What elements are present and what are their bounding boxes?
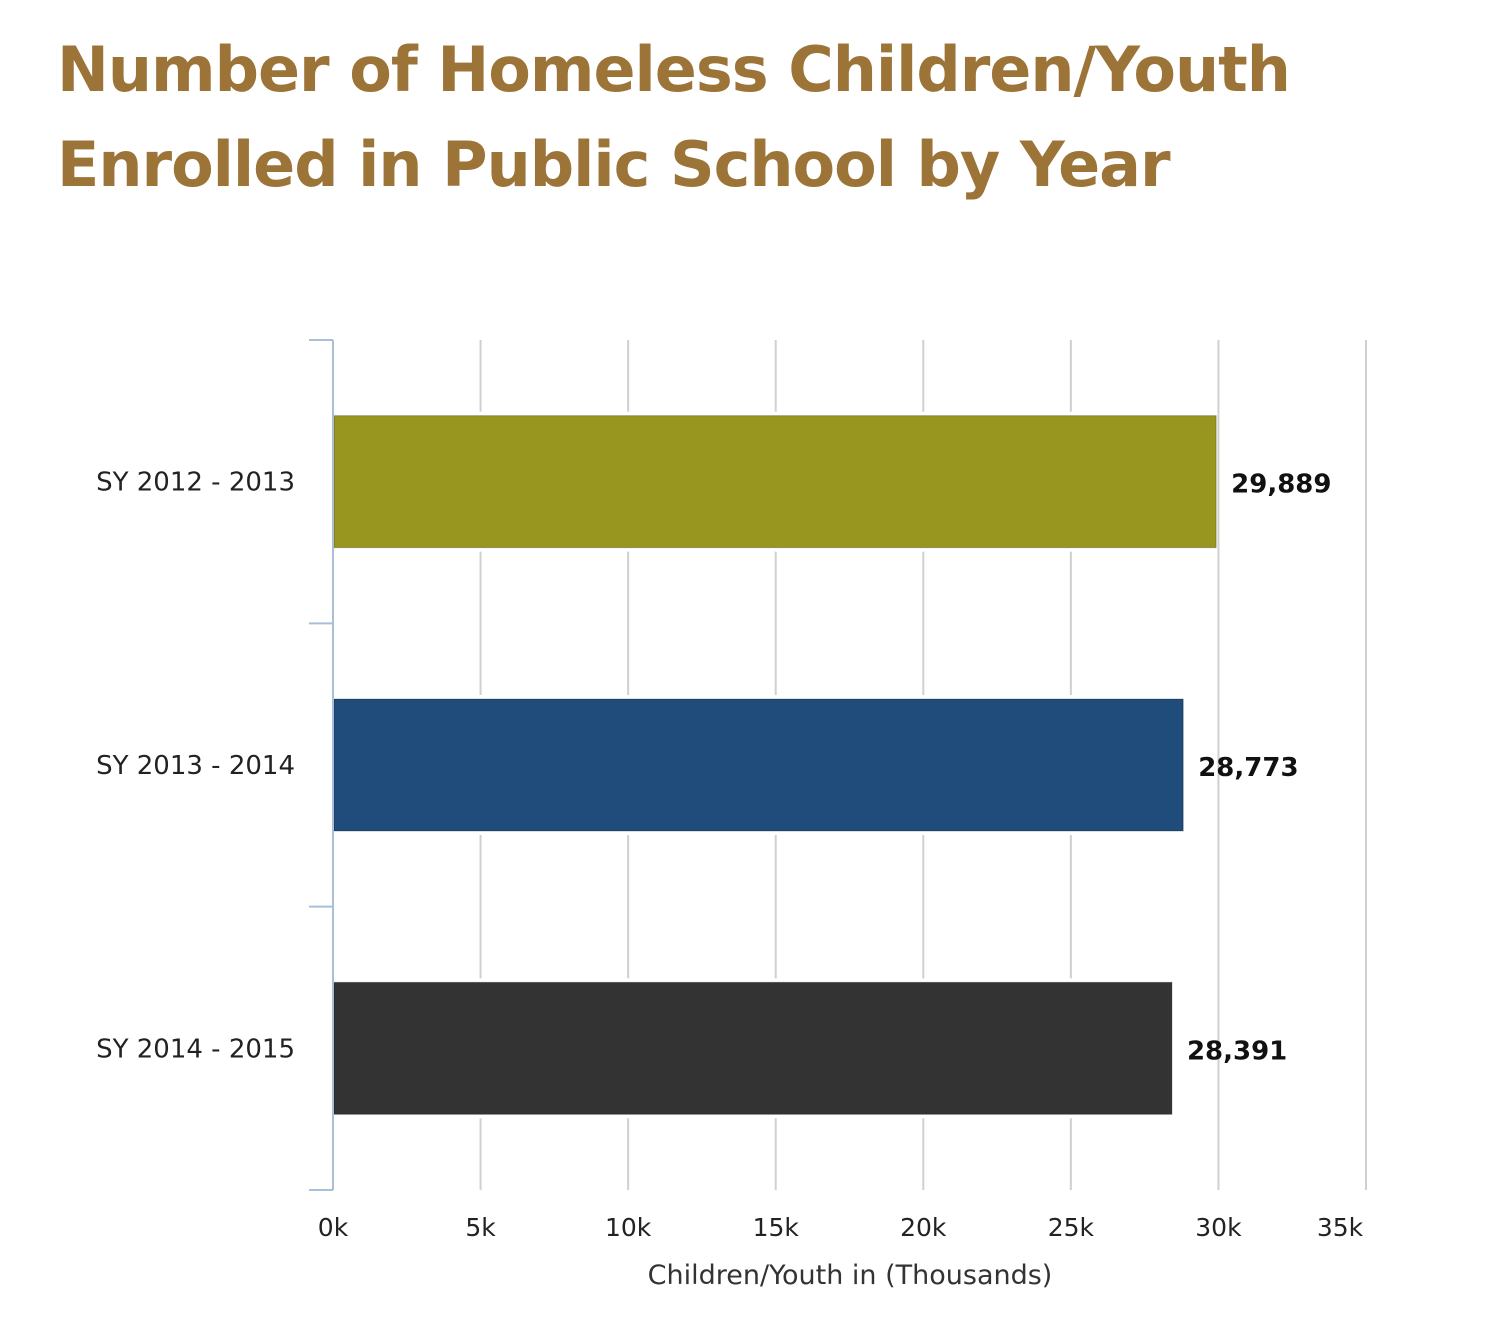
data-label: 29,889 [1231,470,1331,500]
data-label: 28,391 [1187,1036,1287,1066]
x-tick-label: 10k [605,1213,652,1242]
bar [333,698,1184,832]
category-label: SY 2013 - 2014 [96,751,295,781]
x-tick-label: 30k [1195,1213,1242,1242]
x-tick-label: 35k [1317,1213,1364,1242]
chart-title: Number of Homeless Children/Youth Enroll… [57,22,1457,212]
x-tick-label: 25k [1048,1213,1095,1242]
labels: 0k 5k 10k 15k 20k 25k 30k 35k SY 2012 - 2013 29,8… [96,468,1364,1242]
data-label: 28,773 [1198,753,1298,783]
x-tick-label: 15k [753,1213,800,1242]
chart-title-line-1: Number of Homeless Children/Youth [57,33,1291,106]
category-label: SY 2012 - 2013 [96,468,295,498]
x-tick-label: 5k [465,1213,496,1242]
bar [333,981,1173,1115]
y-axis [309,339,334,1191]
category-label: SY 2014 - 2015 [96,1034,295,1064]
x-tick-label: 0k [318,1213,349,1242]
bars [333,411,1218,1119]
chart-title-line-2: Enrolled in Public School by Year [57,128,1171,201]
x-axis-label: Children/Youth in (Thousands) [648,1260,1053,1291]
bar [333,415,1217,549]
x-tick-label: 20k [900,1213,947,1242]
